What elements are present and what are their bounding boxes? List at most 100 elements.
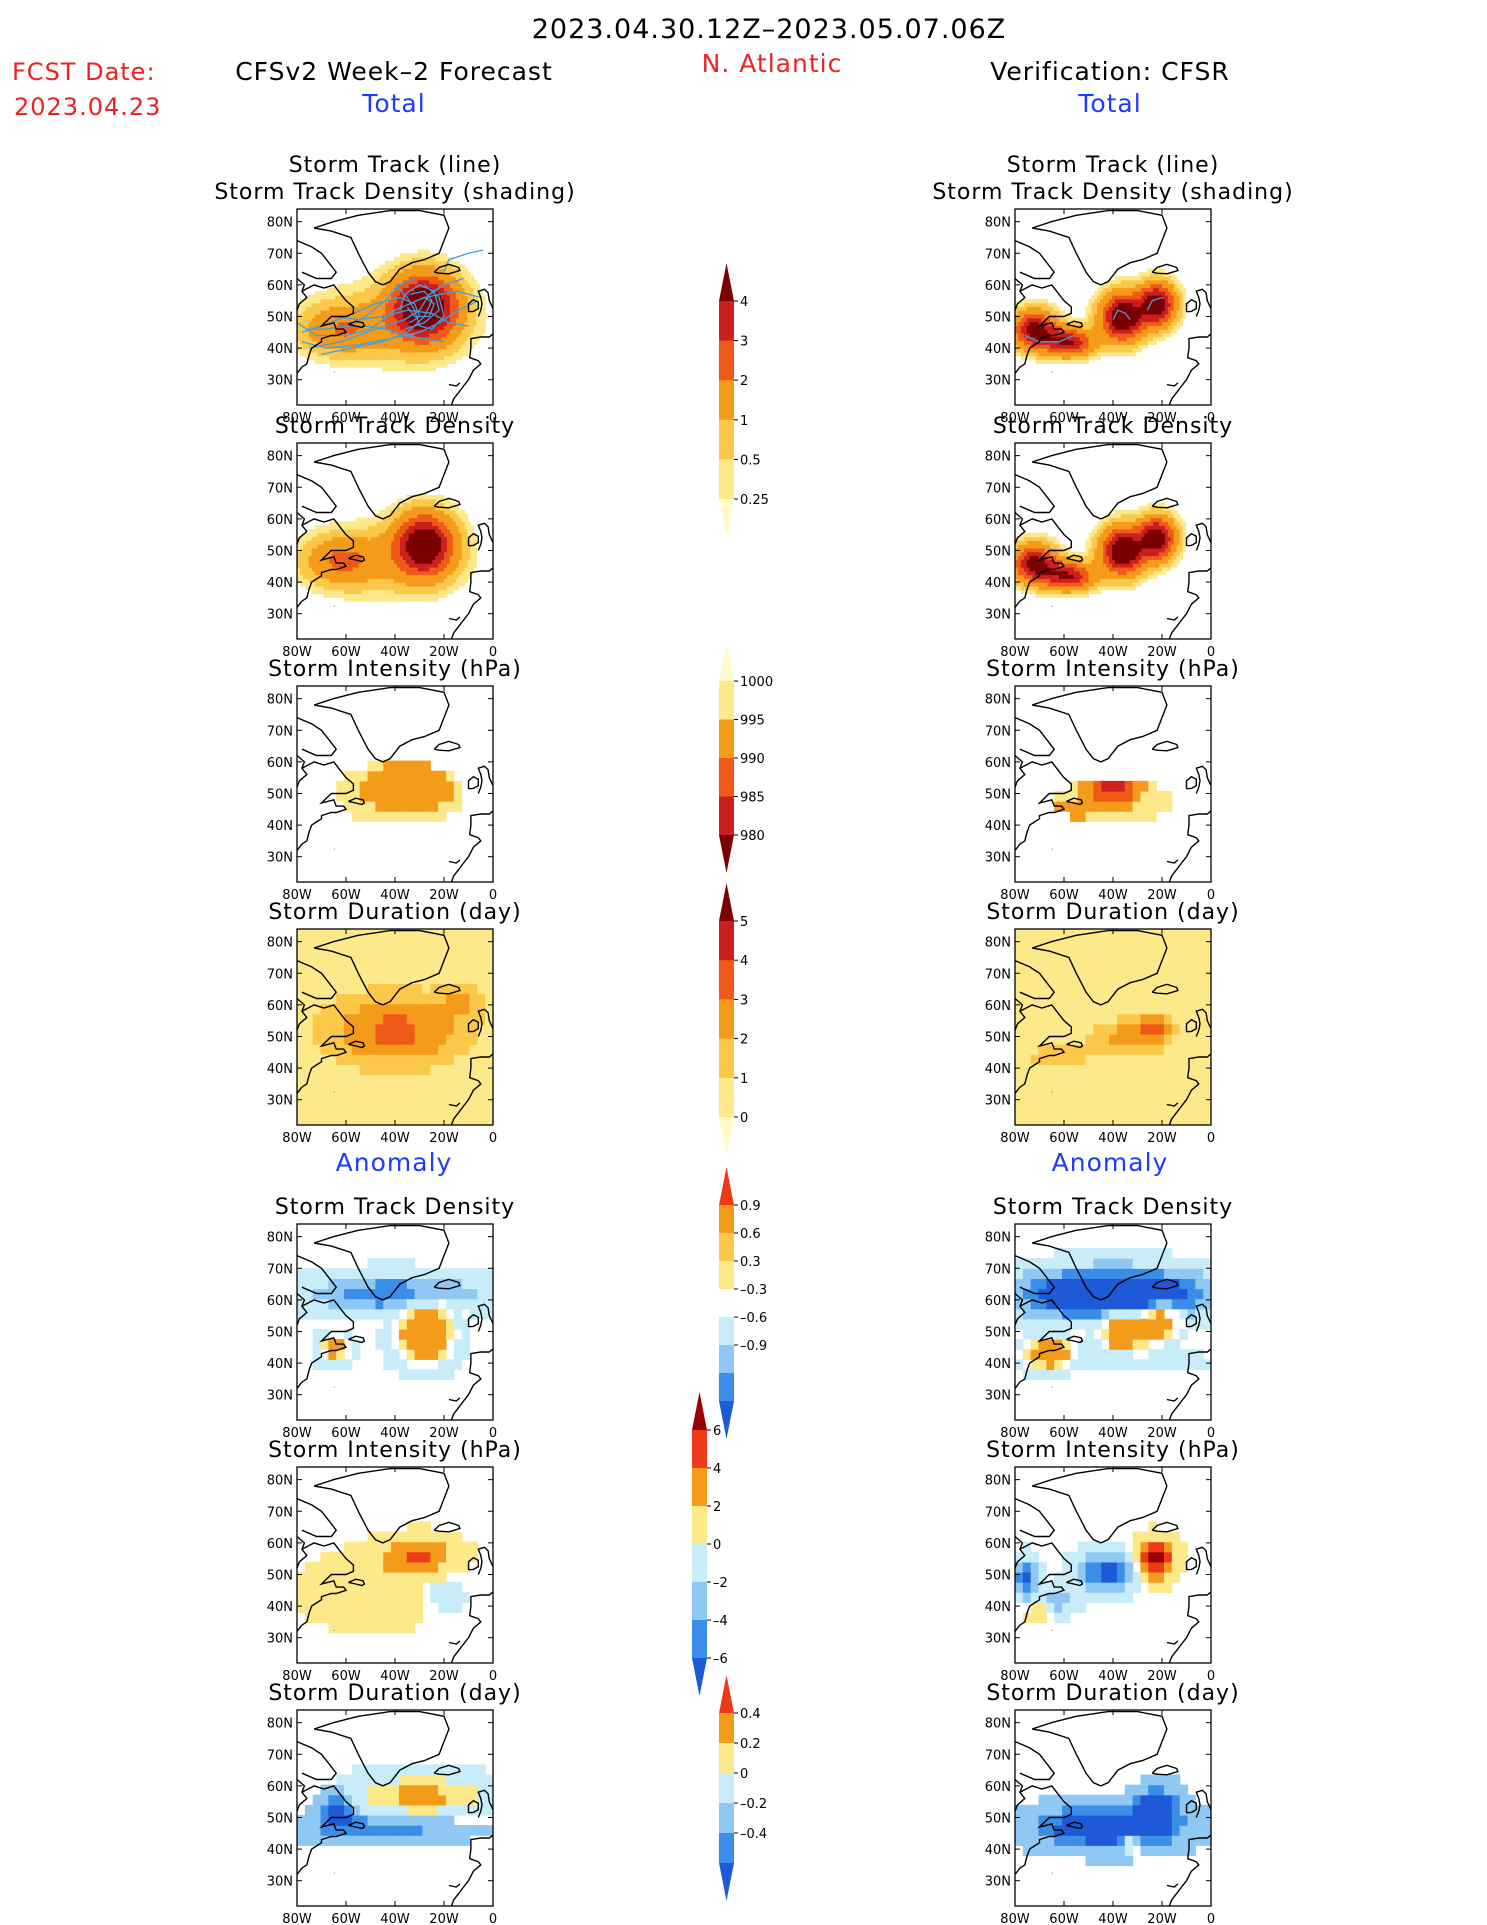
field-cell: [1067, 340, 1072, 345]
field-cell: [311, 310, 316, 315]
field-cell: [473, 547, 477, 553]
field-cell: [429, 517, 433, 522]
field-cell: [379, 593, 383, 598]
field-cell: [304, 942, 314, 954]
field-cell: [314, 336, 319, 342]
field-cell: [1144, 310, 1148, 315]
field-cell: [385, 566, 389, 572]
field-cell: [449, 264, 454, 270]
field-cell: [406, 942, 416, 954]
field-cell: [346, 291, 351, 296]
field-cell: [391, 1612, 400, 1624]
field-cell: [1091, 355, 1095, 361]
field-cell: [417, 329, 422, 334]
field-cell: [1085, 332, 1090, 338]
field-cell: [1050, 348, 1054, 353]
field-cell: [1120, 329, 1125, 334]
field-cell: [317, 313, 322, 319]
field-cell: [394, 521, 398, 526]
field-cell: [430, 1094, 439, 1106]
field-cell: [336, 1298, 345, 1310]
field-cell: [438, 1825, 447, 1836]
field-cell: [338, 351, 342, 357]
field-cell: [351, 1288, 361, 1300]
field-cell: [438, 332, 442, 338]
field-cell: [1135, 283, 1140, 288]
coastline: [477, 1546, 493, 1575]
field-cell: [329, 351, 333, 357]
field-cell: [430, 1804, 439, 1816]
field-cell: [320, 1825, 329, 1836]
field-cell: [461, 953, 471, 964]
field-cell: [444, 585, 448, 591]
field-cell: [441, 332, 445, 338]
field-cell: [364, 578, 369, 583]
field-cell: [449, 574, 454, 579]
field-cell: [446, 532, 451, 538]
field-cell: [317, 306, 322, 311]
field-cell: [464, 532, 469, 538]
field-cell: [359, 1764, 369, 1776]
field-cell: [367, 348, 372, 353]
field-cell: [328, 942, 337, 954]
field-cell: [426, 260, 430, 266]
lon-tick-label: 0: [489, 411, 497, 426]
field-cell: [414, 1104, 424, 1116]
field-cell: [1135, 336, 1140, 342]
field-cell: [297, 963, 306, 974]
field-cell: [1076, 344, 1081, 349]
field-cell: [485, 1825, 493, 1836]
storm-track-line: [306, 325, 445, 343]
field-cell: [470, 525, 474, 530]
field-cell: [332, 298, 336, 304]
field-cell: [411, 532, 416, 538]
field-cell: [432, 521, 436, 526]
field-cell: [452, 551, 457, 557]
coastline: [433, 1764, 461, 1776]
field-cell: [438, 1835, 447, 1846]
field-cell: [1088, 329, 1093, 334]
field-cell: [370, 597, 375, 602]
field-cell: [328, 1622, 337, 1634]
field-cell: [375, 1561, 384, 1573]
coastline: [313, 1467, 450, 1544]
field-cell: [385, 532, 389, 538]
field-cell: [385, 351, 389, 357]
field-cell: [438, 1764, 447, 1776]
field-cell: [1035, 310, 1040, 315]
field-cell: [344, 351, 348, 357]
field-cell: [344, 983, 353, 995]
field-cell: [461, 1784, 471, 1796]
field-cell: [408, 253, 413, 258]
field-cell: [1020, 329, 1025, 334]
field-cell: [432, 359, 436, 364]
field-cell: [476, 325, 480, 330]
field-cell: [414, 582, 419, 587]
coastline: [448, 859, 461, 864]
lat-tick-label: 50N: [267, 1811, 293, 1826]
field-cell: [344, 1023, 353, 1035]
field-cell: [420, 494, 425, 500]
field-cell: [438, 1794, 447, 1806]
field-cell: [432, 332, 436, 338]
field-cell: [441, 359, 445, 364]
field-cell: [455, 298, 460, 304]
field-cell: [312, 1064, 322, 1076]
field-cell: [1135, 340, 1140, 345]
field-cell: [452, 348, 457, 353]
field-cell: [446, 329, 451, 334]
field-cell: [375, 790, 384, 802]
field-cell: [320, 932, 329, 944]
field-cell: [420, 532, 425, 538]
field-cell: [355, 589, 360, 595]
field-cell: [312, 929, 322, 934]
field-cell: [297, 1814, 306, 1826]
field-cell: [299, 578, 304, 583]
field-cell: [364, 287, 369, 292]
field-cell: [391, 532, 395, 538]
field-cell: [444, 348, 448, 353]
field-cell: [449, 283, 454, 288]
field-cell: [408, 355, 413, 361]
field-cell: [1129, 294, 1134, 300]
field-cell: [438, 983, 447, 995]
